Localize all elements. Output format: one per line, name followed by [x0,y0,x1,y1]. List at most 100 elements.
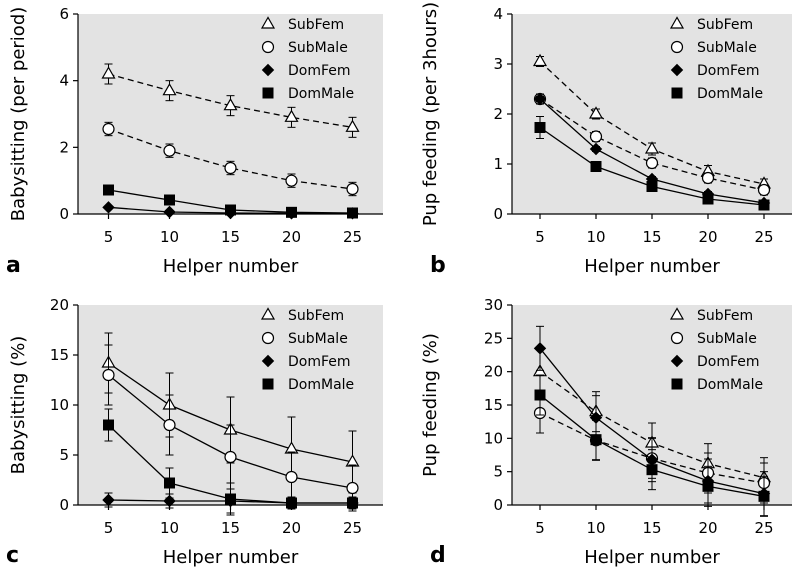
data-point [646,181,658,192]
y-tick-label: 15 [50,346,69,364]
legend-item: DomFem [670,354,760,370]
data-point [286,497,297,509]
data-point [224,161,237,175]
legend-marker [261,63,275,77]
data-point [588,106,604,119]
legend-label: DomMale [288,86,354,102]
data-point [102,493,115,507]
data-point [645,156,659,170]
x-tick-label: 15 [221,228,240,246]
legend-label: DomFem [697,354,760,370]
data-point [702,480,714,492]
data-point [347,207,358,219]
legend-label: DomMale [697,86,763,102]
y-tick-label: 10 [484,429,503,447]
legend-item: DomMale [262,86,354,102]
legend: SubFem SubMale DomFem DomMale [669,16,763,102]
legend-label: SubMale [288,331,348,347]
data-point [164,477,175,489]
y-tick-label: 6 [59,5,69,23]
x-tick-label: 5 [104,519,114,537]
legend-marker [260,16,276,29]
y-axis-title: Pup feeding (%) [420,333,441,477]
x-tick-label: 10 [160,519,179,537]
x-tick-label: 10 [586,519,605,537]
y-tick-label: 15 [484,396,503,414]
x-tick-label: 15 [221,519,240,537]
legend-marker [670,354,684,368]
chart-panel-b: 0 1 2 3 4 5 10 15 20 25 Helper number Pup feeding (… [420,2,792,278]
data-point [223,97,238,111]
series-subfem [101,63,360,138]
legend-marker [261,354,275,368]
legend-item: SubMale [670,331,757,347]
legend-label: DomMale [697,377,763,393]
series-dommale [103,184,358,219]
legend-marker [260,307,276,320]
x-tick-label: 10 [160,228,179,246]
legend-marker [261,40,275,54]
legend-item: SubFem [260,16,344,33]
y-tick-label: 20 [50,296,69,314]
legend-marker [669,307,685,320]
y-tick-label: 3 [493,55,503,73]
legend-item: DomMale [671,86,763,102]
legend-marker [670,63,684,77]
data-point [533,342,547,355]
y-axis-title: Pup feeding (per 3hours) [420,2,441,226]
legend-marker [670,331,684,345]
data-point [164,194,175,206]
data-point [590,161,602,172]
x-tick-label: 25 [343,228,362,246]
data-point [103,184,114,196]
data-point [103,419,114,431]
legend-marker [670,40,684,54]
legend-item: DomMale [262,377,354,393]
y-tick-label: 0 [493,496,503,514]
legend-label: SubMale [288,40,348,56]
x-axis-title: Helper number [584,256,720,277]
panel-letter: a [6,253,21,278]
legend-item: SubFem [669,16,753,33]
data-point [346,182,359,196]
x-tick-label: 25 [343,519,362,537]
legend: SubFem SubMale DomFem DomMale [260,307,354,393]
x-tick-label: 5 [535,228,545,246]
data-point [285,470,298,484]
legend-item: SubMale [261,331,348,347]
y-tick-label: 1 [493,155,503,173]
data-point [534,389,546,401]
data-point [646,464,658,476]
legend-marker [261,331,275,345]
legend-marker [262,87,274,99]
legend-label: DomFem [288,63,351,79]
legend-label: SubMale [697,331,757,347]
x-tick-label: 20 [698,519,717,537]
y-tick-label: 5 [493,463,503,481]
data-point [345,119,360,132]
data-point [347,497,358,509]
legend-item: DomFem [670,63,760,79]
data-point [534,122,546,133]
legend-marker [671,87,683,99]
x-axis-title: Helper number [163,547,299,568]
series-line [108,128,353,190]
y-tick-label: 0 [493,205,503,223]
legend-label: SubFem [288,308,344,324]
data-point [533,92,547,106]
data-point [224,450,237,464]
x-axis-title: Helper number [163,256,299,277]
y-tick-label: 0 [59,205,69,223]
data-point [286,206,297,218]
legend-label: DomFem [697,63,760,79]
y-tick-label: 2 [59,138,69,156]
data-point [644,141,660,154]
data-point [102,201,115,214]
data-point [225,204,236,216]
data-point [162,82,177,96]
data-point [163,205,176,219]
y-tick-label: 10 [50,396,69,414]
series-line [539,98,765,191]
data-point [163,418,176,432]
chart-panel-d: 0 5 10 15 20 25 30 5 10 15 20 25 Helper number Pup fe… [420,296,792,568]
